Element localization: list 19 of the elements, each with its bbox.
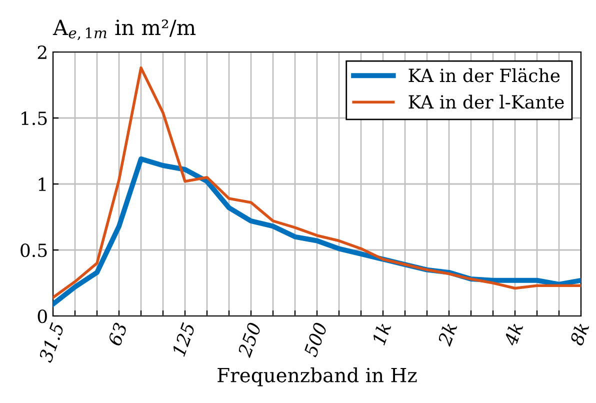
x-axis-title: Frequenzband in Hz	[218, 367, 417, 386]
y-tick-label: 1	[38, 177, 46, 191]
x-tick-label: 125	[172, 322, 196, 357]
x-tick-label: 1k	[371, 322, 392, 346]
y-tick-label: 2	[38, 45, 46, 59]
y-tick-label: 1.5	[22, 111, 47, 126]
x-tick-label: 8k	[569, 322, 590, 346]
legend-label: KA in der l-Kante	[408, 94, 564, 109]
line-series	[53, 66, 581, 299]
x-tick-label: 250	[237, 322, 262, 358]
x-tick-label: 63	[107, 322, 128, 346]
x-tick-label: 31.5	[38, 322, 64, 364]
y-axis-title: A$_{e,1m}$ in m²/m	[52, 19, 196, 40]
y-tick-label: 0	[38, 309, 47, 324]
legend-label: KA in der Fläche	[408, 68, 560, 82]
x-tick-label: 2k	[436, 322, 458, 347]
y-tick-label: 0.5	[20, 243, 47, 258]
x-tick-label: 500	[303, 322, 328, 358]
x-tick-label: 4k	[502, 322, 524, 347]
